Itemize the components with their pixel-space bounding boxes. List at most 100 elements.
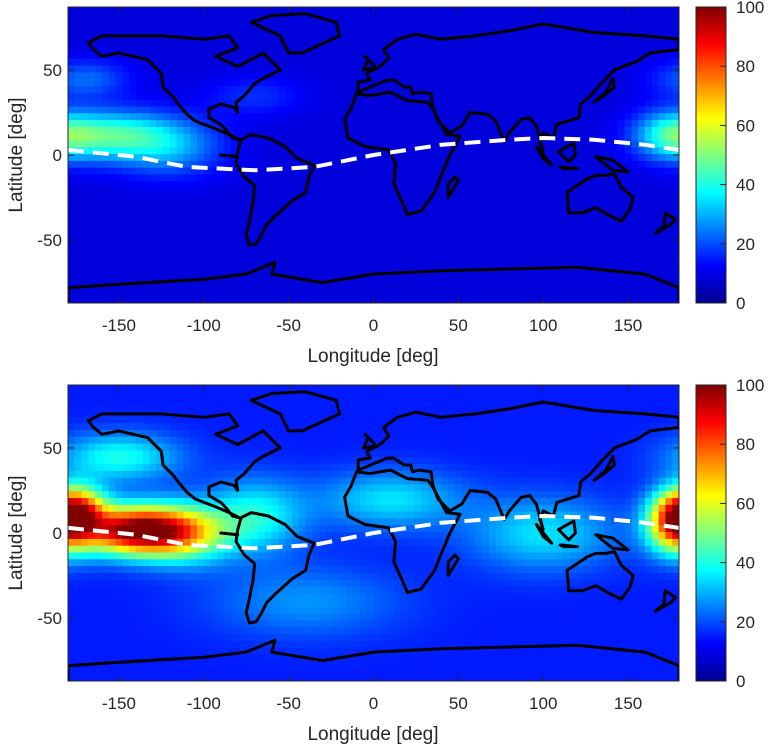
heat-cell [278, 194, 287, 202]
heat-cell [434, 221, 443, 229]
heat-cell [319, 71, 327, 80]
heat-cell [135, 558, 144, 567]
heat-cell [108, 551, 117, 560]
heat-cell [183, 92, 191, 100]
heat-cell [393, 296, 402, 303]
heat-cell [217, 268, 225, 277]
heat-cell [325, 119, 334, 127]
heat-cell [658, 207, 667, 216]
heat-cell [108, 221, 117, 229]
heat-cell [672, 17, 679, 25]
heat-cell [285, 187, 293, 195]
heat-cell [169, 51, 178, 59]
heat-cell [393, 194, 402, 202]
heat-cell [312, 98, 320, 107]
heat-cell [516, 132, 524, 141]
heat-cell [88, 275, 96, 284]
heat-cell [380, 160, 388, 168]
heat-cell [495, 78, 504, 87]
heat-cell [237, 24, 246, 32]
heat-cell [122, 214, 130, 223]
heat-cell [237, 194, 246, 202]
heat-cell [651, 166, 660, 175]
heat-cell [488, 119, 497, 127]
x-axis-label-top: Longitude [deg] [307, 346, 438, 367]
heat-cell [176, 139, 185, 148]
heat-cell [163, 282, 171, 291]
heat-cell [597, 173, 606, 182]
heat-cell [169, 402, 178, 410]
heat-cell [176, 599, 185, 607]
heat-cell [183, 470, 191, 478]
heat-cell [292, 126, 300, 134]
heat-cell [332, 214, 341, 223]
heat-cell [95, 119, 103, 127]
heat-cell [645, 64, 653, 73]
heat-cell [448, 24, 456, 32]
heat-cell [163, 262, 171, 270]
heat-cell [434, 214, 443, 223]
heat-cell [366, 44, 375, 53]
heat-cell [258, 160, 266, 168]
heat-cell [190, 112, 198, 121]
heat-cell [359, 30, 368, 39]
heat-cell [495, 17, 504, 25]
heat-cell [604, 132, 612, 141]
heat-cell [190, 268, 198, 277]
heat-cell [264, 228, 273, 236]
heat-cell [278, 187, 287, 195]
heat-cell [81, 524, 90, 533]
heat-cell [251, 7, 259, 12]
heat-cell [142, 37, 151, 46]
heat-cell [101, 24, 110, 32]
heat-cell [163, 653, 171, 662]
heat-cell [163, 442, 171, 451]
heat-cell [176, 429, 185, 437]
heat-cell [611, 207, 619, 216]
heat-cell [230, 78, 239, 87]
heat-cell [414, 7, 422, 12]
heat-cell [237, 112, 246, 121]
heat-cell [563, 37, 572, 46]
heat-cell [81, 64, 90, 73]
heat-cell [325, 166, 334, 175]
heat-cell [495, 10, 504, 18]
heat-cell [244, 37, 253, 46]
heat-cell [271, 194, 280, 202]
heat-cell [68, 476, 76, 485]
heat-cell [129, 71, 137, 80]
heat-cell [176, 126, 185, 134]
coastline [219, 153, 240, 159]
heat-cell [353, 30, 361, 39]
heat-cell [529, 139, 538, 148]
heat-cell [210, 524, 219, 533]
y-tick-label: 0 [53, 146, 62, 165]
heat-cell [230, 296, 239, 303]
heat-cell [122, 200, 130, 209]
heat-cell [163, 626, 171, 635]
heat-cell [183, 463, 191, 471]
heat-cell [611, 187, 619, 195]
heat-cell [156, 524, 164, 533]
heat-cell [230, 173, 239, 182]
x-tick-label: 150 [614, 316, 642, 335]
heat-cell [271, 58, 280, 66]
heat-cell [74, 194, 83, 202]
heat-cell [108, 565, 117, 573]
heat-cell [183, 160, 191, 168]
heat-cell [203, 585, 212, 594]
heat-cell [122, 585, 130, 594]
heat-cell [488, 296, 497, 303]
heat-cell [244, 51, 253, 59]
heat-cell [624, 146, 633, 155]
heat-cell [190, 146, 198, 155]
heat-cell [448, 7, 456, 12]
heat-cell [149, 633, 158, 641]
heat-cell [441, 275, 449, 284]
heat-cell [88, 139, 96, 148]
heat-cell [611, 71, 619, 80]
heat-cell [95, 619, 103, 628]
heat-cell [156, 126, 164, 134]
heat-cell [461, 255, 470, 263]
heat-cell [163, 558, 171, 567]
